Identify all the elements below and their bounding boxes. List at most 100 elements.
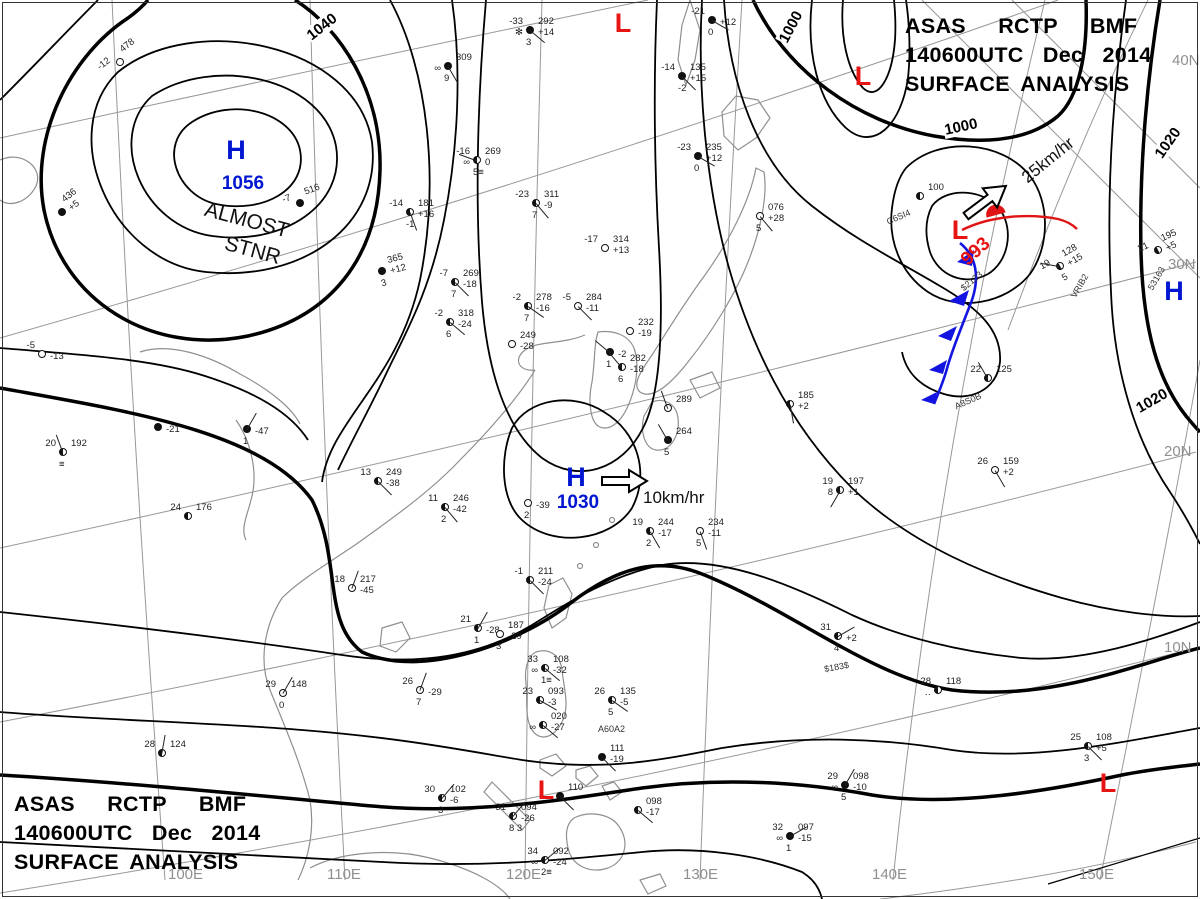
station-value: 159 (1003, 456, 1019, 467)
station-value: 289 (676, 394, 692, 405)
latitude-label: 40N (1172, 52, 1200, 69)
station-value: 3 (496, 641, 502, 652)
station-value: 19 (632, 517, 643, 528)
station-value: 176 (196, 502, 212, 513)
station-value: 2 (441, 514, 447, 525)
station-value: -2 (678, 83, 687, 94)
station-value: 23 (522, 686, 533, 697)
station-value: +2 (1003, 467, 1014, 478)
station-value: 5 (608, 707, 614, 718)
station-value: -26 (521, 813, 535, 824)
station-value: +5 (1096, 743, 1107, 754)
station-symbol-icon (154, 423, 162, 431)
station-value: 269 (485, 146, 501, 157)
station-value: 111 (610, 743, 625, 754)
station-value: 5 (841, 792, 847, 803)
station-value: ∞ (434, 63, 441, 74)
station-value: 269 (463, 268, 479, 279)
low-pressure-symbol: L (854, 61, 872, 91)
station-value: -14 (661, 62, 675, 73)
station-value: 8 3 (509, 823, 523, 834)
station-symbol-icon (496, 630, 504, 638)
station-value: 278 (536, 292, 552, 303)
station-value: 098 (853, 771, 869, 782)
station-value: 5 (696, 538, 702, 549)
station-value: 235 (706, 142, 722, 153)
station-value: -28 (520, 341, 534, 352)
station-value: +15 (690, 73, 707, 84)
station-value: 148 (291, 679, 307, 690)
station-value: 318 (458, 308, 474, 319)
station-value: 5≡ (473, 167, 484, 178)
station-value: 108 (1096, 732, 1112, 743)
station-value: 3 (1084, 753, 1090, 764)
station-value: +12 (706, 153, 723, 164)
station-value: +28 (768, 213, 785, 224)
station-value: 244 (658, 517, 674, 528)
station-value: 292 (538, 16, 554, 27)
pressure-value: 1056 (221, 173, 265, 194)
station-value: 020 (551, 711, 567, 722)
station-value: 3 (526, 37, 532, 48)
station-value: -10 (853, 782, 867, 793)
station-value: 108 (553, 654, 569, 665)
chart-type: SURFACE ANALYSIS (14, 850, 239, 874)
station-value: -27 (551, 722, 565, 733)
station-value: -17 (658, 528, 672, 539)
station-value: 118 (946, 676, 962, 687)
station-callsign: A60A2 (598, 724, 626, 734)
station-value: 19 (822, 476, 833, 487)
longitude-label: 100E (168, 866, 204, 883)
station-value: 8 (827, 487, 833, 498)
title-block-top-right: ASAS RCTP BMF 140600UTC Dec 2014 SURFACE… (905, 12, 1197, 99)
station-value: 5 (756, 223, 762, 234)
station-value: 264 (676, 426, 692, 437)
station-value: 4 (834, 643, 840, 654)
station-value: 0 (485, 157, 491, 168)
station-value: -33 (509, 16, 523, 27)
longitude-label: 140E (872, 866, 908, 883)
station-value: -5 (26, 340, 35, 351)
station-value: 0 (279, 700, 285, 711)
low-pressure-symbol: L (951, 215, 969, 245)
station-value: -17 (584, 234, 598, 245)
station-value: -32 (553, 665, 567, 676)
station-value: ∞ (531, 665, 538, 676)
station-value: -28 (486, 625, 500, 636)
station-value: -5 (562, 292, 571, 303)
station-value: -13 (50, 351, 64, 362)
station-value: 29 (827, 771, 838, 782)
station-value: 187 (508, 620, 524, 631)
station-value: 29 (265, 679, 276, 690)
station-value: 28 (920, 676, 931, 687)
station-value: 249 (386, 467, 402, 478)
chart-id: ASAS RCTP BMF (14, 792, 247, 816)
longitude-label: 110E (327, 866, 361, 883)
station-symbol-icon (934, 686, 942, 694)
station-value: 7 (524, 313, 530, 324)
station-symbol-icon (916, 192, 924, 200)
latitude-label: 30N (1168, 256, 1196, 273)
station-value: +14 (538, 27, 555, 38)
station-value: 1 (243, 436, 249, 447)
station-value: -38 (386, 478, 400, 489)
station-value: 125 (996, 364, 1012, 375)
isobar-1000 (751, 0, 1089, 142)
latitude-label: 10N (1164, 639, 1192, 656)
isobar-1040 (39, 0, 382, 342)
station-value: 185 (798, 390, 814, 401)
station-value: 284 (586, 292, 602, 303)
station-value: 6 (446, 329, 452, 340)
station-value: ∞ (531, 857, 538, 868)
station-value: 197 (848, 476, 864, 487)
station-value: ‥ (924, 687, 931, 698)
station-value: 135 (690, 62, 706, 73)
station-value: 30 (424, 784, 435, 795)
station-value: -24 (458, 319, 472, 330)
motion-arrow-low (962, 184, 1008, 221)
station-value: -39 (536, 500, 550, 511)
station-value: ∞ (776, 833, 783, 844)
station-value: 192 (71, 438, 87, 449)
station-value: 181 (418, 198, 434, 209)
